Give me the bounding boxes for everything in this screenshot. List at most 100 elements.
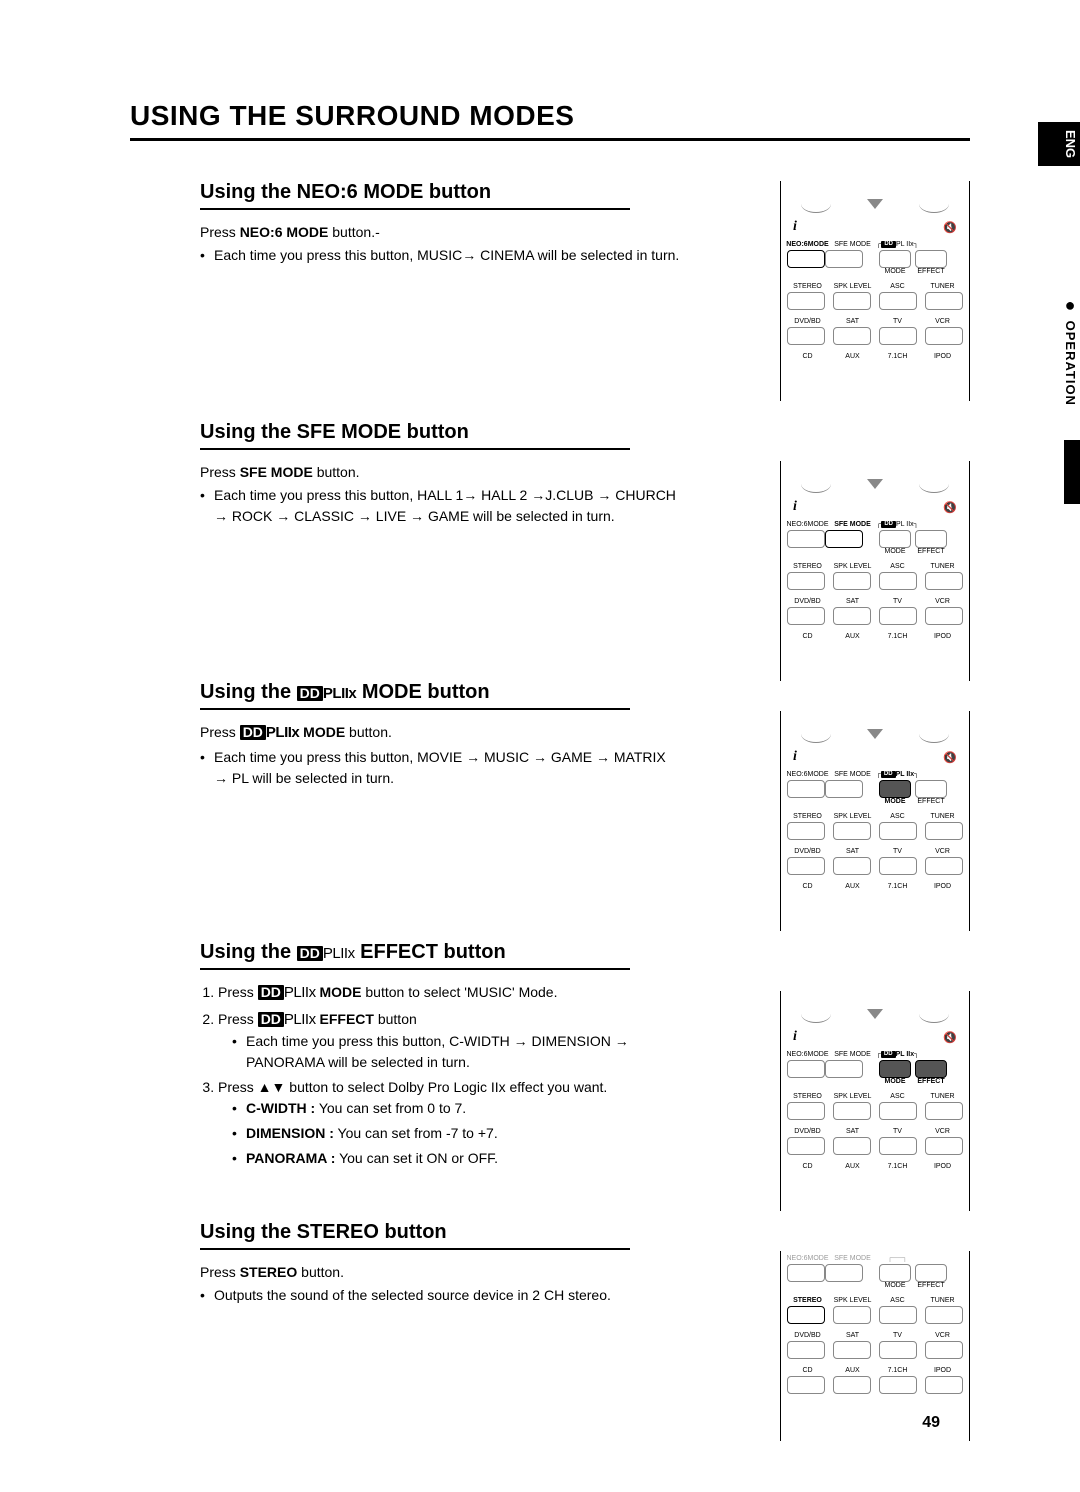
section-body-pl2effect: Press DDPLIIx MODE button to select 'MUS… bbox=[200, 982, 680, 1169]
remote-label: NEO:6MODE bbox=[785, 521, 830, 528]
remote-button[interactable] bbox=[833, 572, 871, 590]
remote-button[interactable] bbox=[879, 607, 917, 625]
remote-button[interactable] bbox=[915, 250, 947, 268]
remote-button[interactable] bbox=[833, 1341, 871, 1359]
remote-button[interactable] bbox=[879, 1264, 911, 1282]
mute-icon: 🔇 bbox=[943, 751, 957, 764]
remote-button[interactable] bbox=[833, 822, 871, 840]
remote-button[interactable] bbox=[925, 292, 963, 310]
bullet: Each time you press this button, MUSIC→ … bbox=[200, 245, 680, 266]
remote-label: STEREO bbox=[785, 1297, 830, 1304]
remote-label: VCR bbox=[920, 598, 965, 605]
remote-button[interactable] bbox=[915, 780, 947, 798]
remote-label: VCR bbox=[920, 1332, 965, 1339]
remote-label: TUNER bbox=[920, 283, 965, 290]
remote-button[interactable] bbox=[879, 1341, 917, 1359]
remote-label: SPK LEVEL bbox=[830, 1093, 875, 1100]
remote-button[interactable] bbox=[787, 822, 825, 840]
section-title-sfe: Using the SFE MODE button bbox=[200, 421, 630, 450]
remote-label: CD bbox=[785, 1163, 830, 1170]
remote-label: IPOD bbox=[920, 883, 965, 890]
remote-button[interactable] bbox=[915, 1060, 947, 1078]
remote-label: AUX bbox=[830, 633, 875, 640]
remote-button[interactable] bbox=[879, 1137, 917, 1155]
remote-button[interactable] bbox=[825, 530, 863, 548]
remote-label: TUNER bbox=[920, 1297, 965, 1304]
nav-arc bbox=[919, 195, 949, 213]
remote-button[interactable] bbox=[787, 1306, 825, 1324]
remote-button[interactable] bbox=[915, 1264, 947, 1282]
remote-label: TV bbox=[875, 598, 920, 605]
remote-button[interactable] bbox=[925, 607, 963, 625]
remote-button[interactable] bbox=[825, 1060, 863, 1078]
remote-label: AUX bbox=[830, 883, 875, 890]
pl2x-label: PLIIx bbox=[284, 1011, 316, 1028]
remote-button[interactable] bbox=[825, 780, 863, 798]
text: button.- bbox=[328, 224, 379, 240]
remote-button[interactable] bbox=[879, 857, 917, 875]
dolby-icon: DD bbox=[258, 1012, 284, 1027]
bullet: Each time you press this button, HALL 1→… bbox=[200, 485, 680, 527]
remote-button[interactable] bbox=[833, 607, 871, 625]
remote-button[interactable] bbox=[925, 1137, 963, 1155]
remote-label: SFE MODE bbox=[830, 1051, 875, 1058]
remote-button[interactable] bbox=[787, 572, 825, 590]
remote-button[interactable] bbox=[925, 1102, 963, 1120]
remote-button[interactable] bbox=[787, 1376, 825, 1394]
remote-button[interactable] bbox=[879, 1060, 911, 1078]
remote-button[interactable] bbox=[825, 1264, 863, 1282]
remote-button[interactable] bbox=[925, 327, 963, 345]
remote-button[interactable] bbox=[879, 572, 917, 590]
remote-button[interactable] bbox=[915, 530, 947, 548]
remote-button[interactable] bbox=[787, 1102, 825, 1120]
remote-button[interactable] bbox=[787, 1264, 825, 1282]
remote-button[interactable] bbox=[925, 857, 963, 875]
section-body-pl2mode: Press DDPLIIx MODE button. Each time you… bbox=[200, 722, 680, 789]
remote-button[interactable] bbox=[879, 1376, 917, 1394]
remote-button[interactable] bbox=[833, 1376, 871, 1394]
remote-button[interactable] bbox=[787, 1341, 825, 1359]
remote-button[interactable] bbox=[925, 1341, 963, 1359]
nav-arc bbox=[801, 1005, 831, 1023]
remote-button[interactable] bbox=[787, 857, 825, 875]
remote-button[interactable] bbox=[833, 1102, 871, 1120]
remote-button[interactable] bbox=[787, 250, 825, 268]
remote-button[interactable] bbox=[787, 292, 825, 310]
remote-button[interactable] bbox=[825, 250, 863, 268]
remote-button[interactable] bbox=[787, 327, 825, 345]
remote-label: VCR bbox=[920, 848, 965, 855]
mute-icon: 🔇 bbox=[943, 221, 957, 234]
remote-button[interactable] bbox=[787, 1137, 825, 1155]
dolby-icon: DD bbox=[258, 985, 284, 1000]
remote-button[interactable] bbox=[925, 1306, 963, 1324]
remote-button[interactable] bbox=[925, 822, 963, 840]
remote-button[interactable] bbox=[833, 857, 871, 875]
remote-button[interactable] bbox=[879, 780, 911, 798]
remote-label: SFE MODE bbox=[830, 1255, 875, 1262]
page-content: USING THE SURROUND MODES Using the NEO:6… bbox=[0, 0, 1080, 1492]
remote-label: MODE bbox=[879, 268, 911, 275]
remote-label: MODE bbox=[879, 548, 911, 555]
remote-button[interactable] bbox=[879, 292, 917, 310]
text: button. bbox=[297, 1264, 344, 1280]
remote-button[interactable] bbox=[879, 250, 911, 268]
remote-button[interactable] bbox=[787, 530, 825, 548]
remote-label: STEREO bbox=[785, 563, 830, 570]
sub-bullet: Each time you press this button, C-WIDTH… bbox=[232, 1031, 680, 1073]
remote-button[interactable] bbox=[879, 1102, 917, 1120]
remote-button[interactable] bbox=[833, 292, 871, 310]
remote-button[interactable] bbox=[925, 1376, 963, 1394]
remote-button[interactable] bbox=[879, 530, 911, 548]
remote-label bbox=[920, 1051, 965, 1058]
remote-button[interactable] bbox=[879, 822, 917, 840]
remote-label: STEREO bbox=[785, 1093, 830, 1100]
remote-button[interactable] bbox=[787, 1060, 825, 1078]
remote-button[interactable] bbox=[833, 1137, 871, 1155]
remote-button[interactable] bbox=[879, 1306, 917, 1324]
remote-button[interactable] bbox=[925, 572, 963, 590]
remote-button[interactable] bbox=[787, 607, 825, 625]
remote-button[interactable] bbox=[787, 780, 825, 798]
remote-button[interactable] bbox=[833, 1306, 871, 1324]
remote-button[interactable] bbox=[879, 327, 917, 345]
remote-button[interactable] bbox=[833, 327, 871, 345]
